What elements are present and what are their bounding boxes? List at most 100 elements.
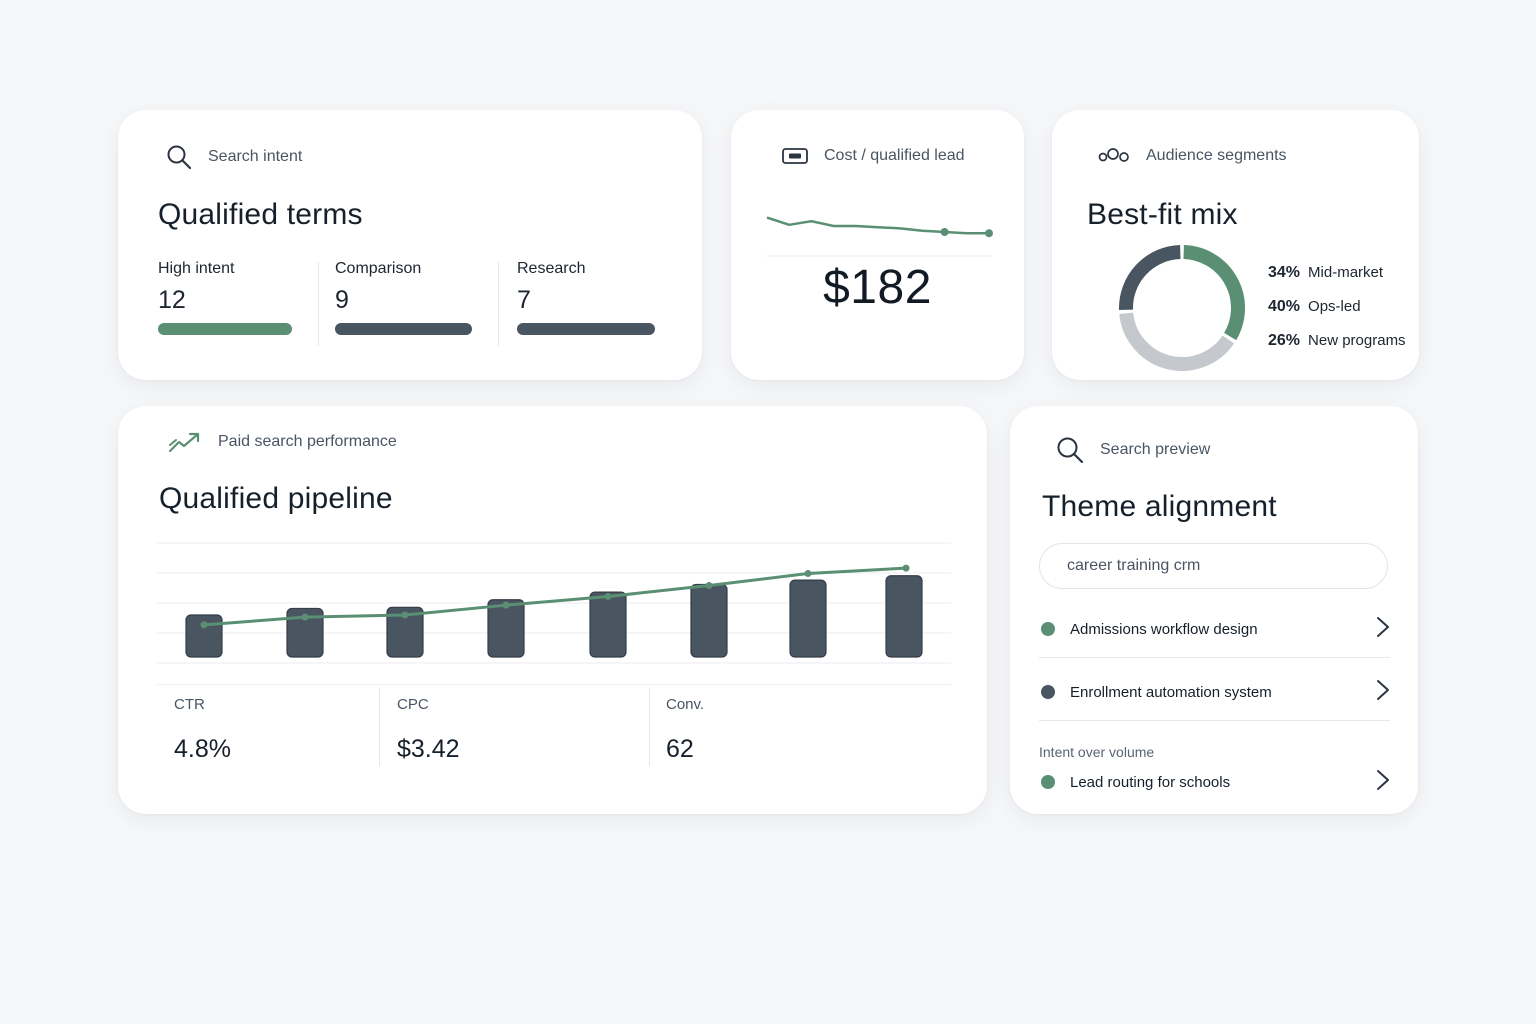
pipeline-point bbox=[502, 601, 510, 609]
chevron-right-icon bbox=[1376, 769, 1390, 795]
metric-label: CTR bbox=[174, 696, 205, 713]
audience-segments-card: Audience segments Best-fit mix 34% Mid-m… bbox=[1052, 110, 1419, 380]
search-icon bbox=[166, 144, 192, 170]
pipeline-point bbox=[200, 621, 208, 629]
metric-cpc: CPC $3.42 bbox=[397, 696, 460, 764]
donut-slice bbox=[1119, 312, 1235, 371]
result-label: Lead routing for schools bbox=[1070, 773, 1231, 791]
term-divider bbox=[498, 262, 499, 346]
legend-item: 34% Mid-market bbox=[1268, 264, 1406, 298]
preview-title: Theme alignment bbox=[1042, 490, 1277, 523]
sparkline-line bbox=[766, 216, 989, 235]
metric-value: $3.42 bbox=[397, 735, 460, 763]
result-item[interactable]: Admissions workflow design bbox=[1039, 617, 1390, 641]
term-divider bbox=[318, 262, 319, 346]
term-bar bbox=[517, 323, 655, 335]
terms-eyebrow-label: Search intent bbox=[208, 148, 303, 165]
cost-eyebrow: Cost / qualified lead bbox=[782, 147, 965, 165]
terms-eyebrow: Search intent bbox=[166, 144, 302, 170]
result-label: Admissions workflow design bbox=[1070, 620, 1258, 638]
search-icon bbox=[1056, 436, 1084, 464]
pipeline-title: Qualified pipeline bbox=[159, 482, 393, 515]
sparkline-point bbox=[985, 229, 993, 238]
card-icon bbox=[782, 147, 808, 165]
donut-slice bbox=[1183, 245, 1245, 341]
preview-eyebrow: Search preview bbox=[1056, 436, 1210, 464]
legend-pct: 40% bbox=[1268, 298, 1301, 315]
result-dot bbox=[1041, 775, 1055, 789]
qualified-pipeline-card: Paid search performance Qualified pipeli… bbox=[118, 406, 987, 814]
search-preview-card: Search preview Theme alignment career tr… bbox=[1010, 406, 1418, 814]
qualified-terms-card: Search intent Qualified terms High inten… bbox=[118, 110, 702, 380]
pipeline-point bbox=[705, 582, 713, 590]
metric-ctr: CTR 4.8% bbox=[174, 696, 231, 764]
pipeline-line bbox=[203, 566, 907, 627]
legend-label: New programs bbox=[1308, 332, 1406, 349]
legend-pct: 34% bbox=[1268, 264, 1301, 281]
metric-divider bbox=[649, 688, 650, 766]
trend-up-icon bbox=[168, 430, 202, 454]
term-label: High intent bbox=[158, 260, 235, 277]
pipeline-point bbox=[902, 564, 910, 572]
term-value: 12 bbox=[158, 286, 186, 314]
audience-eyebrow-label: Audience segments bbox=[1146, 147, 1287, 164]
pipeline-point bbox=[804, 570, 812, 578]
pipeline-bar bbox=[589, 591, 627, 658]
pipeline-bar bbox=[386, 606, 424, 658]
segments-icon bbox=[1098, 147, 1130, 165]
pipeline-eyebrow: Paid search performance bbox=[168, 430, 397, 454]
metric-divider bbox=[379, 688, 380, 766]
audience-title: Best-fit mix bbox=[1087, 198, 1238, 231]
metric-conversions: Conv. 62 bbox=[666, 696, 704, 764]
sparkline-point bbox=[940, 228, 949, 236]
chevron-right-icon bbox=[1376, 616, 1390, 642]
audience-donut-chart bbox=[1119, 245, 1245, 371]
pipeline-bar bbox=[286, 607, 324, 658]
term-high-intent: High intent 12 bbox=[158, 260, 292, 335]
result-item[interactable]: Lead routing for schools bbox=[1039, 770, 1390, 794]
term-bar bbox=[335, 323, 472, 335]
metric-label: CPC bbox=[397, 696, 429, 713]
donut-slice bbox=[1119, 245, 1181, 311]
legend-pct: 26% bbox=[1268, 332, 1301, 349]
pipeline-bar bbox=[487, 599, 525, 658]
preview-eyebrow-label: Search preview bbox=[1100, 441, 1211, 458]
search-query-input[interactable]: career training crm bbox=[1039, 543, 1388, 589]
terms-title: Qualified terms bbox=[158, 198, 363, 231]
cost-sparkline bbox=[766, 216, 993, 257]
result-divider bbox=[1039, 657, 1390, 658]
pipeline-bar bbox=[789, 579, 827, 658]
pipeline-bar bbox=[690, 583, 728, 658]
term-comparison: Comparison 9 bbox=[335, 260, 472, 335]
legend-item: 26% New programs bbox=[1268, 332, 1406, 366]
metric-value: 62 bbox=[666, 735, 694, 763]
metric-label: Conv. bbox=[666, 696, 705, 713]
pipeline-bar bbox=[185, 614, 223, 658]
pipeline-bar bbox=[885, 575, 923, 658]
pipeline-point bbox=[301, 613, 309, 621]
cost-per-lead-card: Cost / qualified lead $182 bbox=[731, 110, 1024, 380]
legend-label: Ops-led bbox=[1308, 298, 1361, 315]
term-research: Research 7 bbox=[517, 260, 655, 335]
cost-value: $182 bbox=[823, 261, 932, 314]
term-value: 7 bbox=[517, 286, 531, 314]
term-value: 9 bbox=[335, 286, 349, 314]
term-bar bbox=[158, 323, 292, 335]
result-dot bbox=[1041, 622, 1055, 636]
result-divider bbox=[1039, 720, 1390, 721]
result-dot bbox=[1041, 685, 1055, 699]
chevron-right-icon bbox=[1376, 679, 1390, 705]
audience-eyebrow: Audience segments bbox=[1098, 147, 1287, 165]
legend-item: 40% Ops-led bbox=[1268, 298, 1406, 332]
term-label: Research bbox=[517, 260, 586, 277]
result-item[interactable]: Enrollment automation system bbox=[1039, 680, 1390, 704]
metric-value: 4.8% bbox=[174, 735, 231, 763]
metrics-divider bbox=[157, 684, 951, 685]
result-label: Enrollment automation system bbox=[1070, 683, 1272, 701]
term-label: Comparison bbox=[335, 260, 422, 277]
pipeline-eyebrow-label: Paid search performance bbox=[218, 433, 397, 450]
legend-label: Mid-market bbox=[1308, 264, 1384, 281]
pipeline-point bbox=[401, 611, 409, 619]
section-caption: Intent over volume bbox=[1039, 744, 1155, 760]
pipeline-point bbox=[604, 592, 612, 600]
